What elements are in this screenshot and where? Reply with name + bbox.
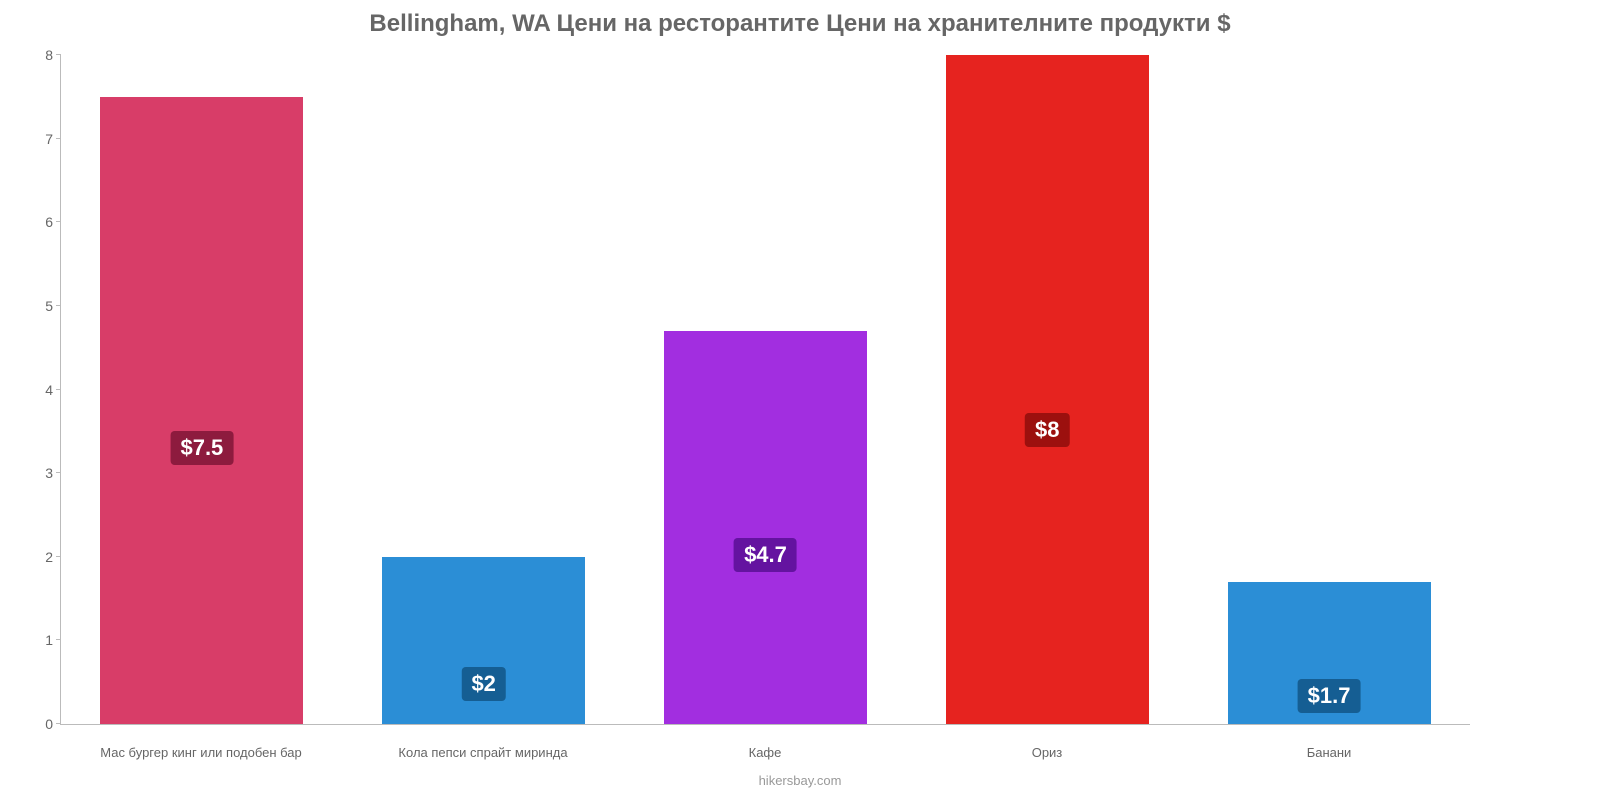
bar-value-label: $8 (1025, 413, 1069, 447)
chart-title: Bellingham, WA Цени на ресторантите Цени… (0, 10, 1600, 38)
bar-value-label: $4.7 (734, 538, 797, 572)
chart-credit: hikersbay.com (0, 773, 1600, 788)
bar: $2 (382, 557, 585, 724)
y-tick-label: 4 (21, 382, 53, 398)
x-axis-label: Кола пепси спрайт миринда (342, 745, 624, 760)
bar-slot: $2 (343, 55, 625, 724)
y-tick-label: 0 (21, 716, 53, 732)
plot-area: 012345678 $7.5$2$4.7$8$1.7 (60, 55, 1470, 725)
y-tick-label: 7 (21, 131, 53, 147)
bar-slot: $7.5 (61, 55, 343, 724)
bar: $4.7 (664, 331, 867, 724)
bar-value-label: $2 (461, 667, 505, 701)
y-tick-label: 6 (21, 214, 53, 230)
bars-row: $7.5 $2 $4.7 $8 $1.7 (61, 55, 1470, 724)
bar-slot: $1.7 (1188, 55, 1470, 724)
bar: $1.7 (1228, 582, 1431, 724)
x-axis-label: Мас бургер кинг или подобен бар (60, 745, 342, 760)
price-bar-chart: Bellingham, WA Цени на ресторантите Цени… (0, 0, 1600, 800)
y-tick-label: 3 (21, 465, 53, 481)
bar-slot: $4.7 (625, 55, 907, 724)
x-axis-labels: Мас бургер кинг или подобен барКола пепс… (60, 745, 1470, 760)
bar-slot: $8 (906, 55, 1188, 724)
y-tick-label: 5 (21, 298, 53, 314)
y-tick-label: 1 (21, 632, 53, 648)
bar: $8 (946, 55, 1149, 724)
bar-value-label: $7.5 (170, 431, 233, 465)
x-axis-label: Кафе (624, 745, 906, 760)
bar: $7.5 (100, 97, 303, 724)
bar-value-label: $1.7 (1298, 679, 1361, 713)
x-axis-label: Ориз (906, 745, 1188, 760)
y-tick-label: 8 (21, 47, 53, 63)
y-tick-label: 2 (21, 549, 53, 565)
x-axis-label: Банани (1188, 745, 1470, 760)
